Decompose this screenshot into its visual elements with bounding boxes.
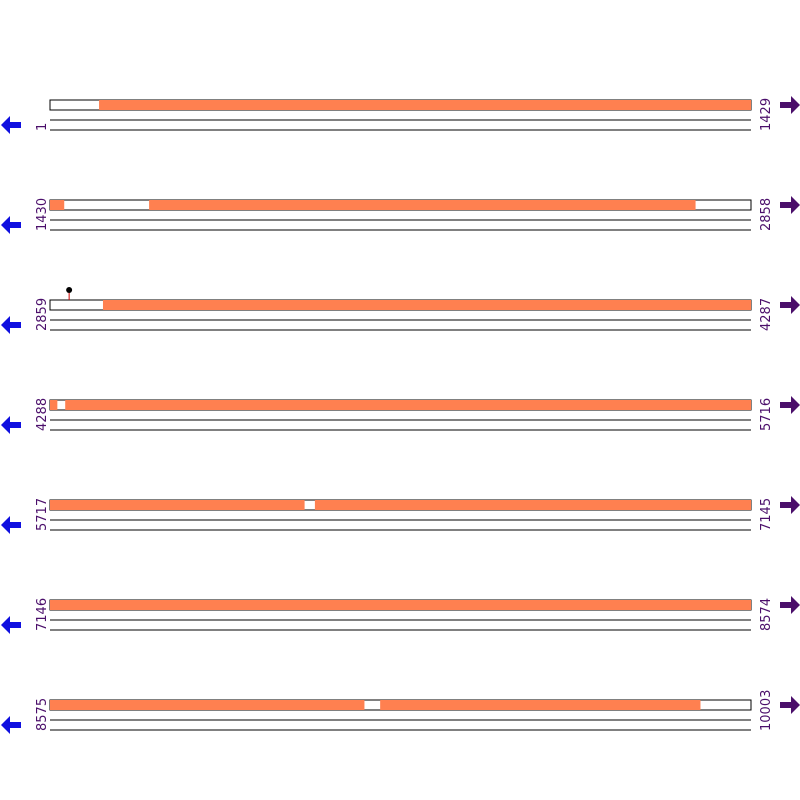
start-label: 5717 <box>35 498 50 531</box>
forward-arrow <box>780 496 800 514</box>
forward-arrow <box>780 96 800 114</box>
reverse-arrow <box>1 716 21 734</box>
reverse-arrow <box>1 316 21 334</box>
feature-segment <box>50 400 58 410</box>
start-label: 8575 <box>35 698 50 731</box>
end-label: 4287 <box>759 298 774 331</box>
reverse-arrow <box>1 416 21 434</box>
end-label: 7145 <box>759 498 774 531</box>
marker-head <box>66 287 73 293</box>
forward-arrow <box>780 596 800 614</box>
feature-segment <box>65 400 751 410</box>
feature-segment <box>102 300 751 310</box>
feature-segment <box>149 200 696 210</box>
feature-segment <box>314 500 751 510</box>
start-label: 1430 <box>35 198 50 231</box>
start-label: 7146 <box>35 598 50 631</box>
end-label: 8574 <box>759 598 774 631</box>
start-label: 2859 <box>35 298 50 331</box>
reverse-arrow <box>1 116 21 134</box>
reverse-arrow <box>1 216 21 234</box>
forward-arrow <box>780 196 800 214</box>
feature-segment <box>50 200 65 210</box>
start-label: 1 <box>35 123 50 131</box>
forward-arrow <box>780 296 800 314</box>
feature-segment <box>99 100 751 110</box>
feature-segment <box>50 500 305 510</box>
start-label: 4288 <box>35 398 50 431</box>
end-label: 1429 <box>759 98 774 131</box>
feature-segment <box>50 600 751 610</box>
forward-arrow <box>780 396 800 414</box>
reverse-arrow <box>1 616 21 634</box>
feature-segment <box>380 700 701 710</box>
end-label: 2858 <box>759 198 774 231</box>
feature-segment <box>50 700 365 710</box>
end-label: 5716 <box>759 398 774 431</box>
reverse-arrow <box>1 516 21 534</box>
end-label: 10003 <box>759 690 774 731</box>
forward-arrow <box>780 696 800 714</box>
